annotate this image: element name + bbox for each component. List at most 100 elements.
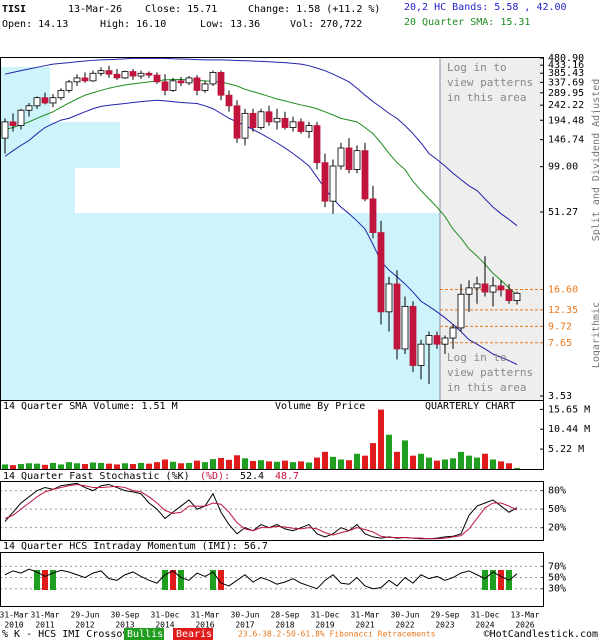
candle-body	[81, 77, 89, 82]
volume-bar	[122, 463, 128, 469]
candle-body	[257, 111, 265, 128]
candle-body	[497, 285, 505, 291]
panel-title: 14 Quarter Fast Stochastic (%K)	[3, 471, 190, 482]
x-tick-label: 31-Mar	[31, 611, 60, 620]
candle-body	[401, 305, 409, 350]
volume-bar	[442, 459, 448, 469]
y-tick-label: 20%	[548, 523, 566, 534]
bearish-label: Bearish	[176, 629, 218, 640]
candle-body	[457, 293, 465, 329]
volume-bar	[298, 461, 304, 469]
indicator-line	[4, 483, 518, 540]
candle-body	[361, 150, 369, 200]
volume-bar	[106, 463, 112, 469]
x-tick-label: 2011	[35, 621, 54, 630]
y-tick-label: 10.44 M	[548, 424, 590, 435]
candle-body	[473, 283, 481, 289]
volume-bar	[418, 453, 424, 469]
x-tick-label: 31-Dec	[151, 611, 180, 620]
candle-body	[161, 81, 169, 91]
x-tick-label: 29-Sep	[431, 611, 460, 620]
pattern-note: in this area	[447, 381, 526, 394]
volume-subtitle: Volume By Price	[275, 401, 365, 412]
volume-bar	[482, 453, 488, 469]
bearish-swatch	[173, 628, 213, 640]
x-tick-label: 2014	[155, 621, 174, 630]
indicator-line	[4, 568, 518, 590]
volume-bar	[250, 461, 256, 469]
volume-bar	[410, 455, 416, 469]
candle-body	[105, 70, 113, 75]
candle-body	[265, 111, 273, 123]
close: Close: 15.71	[145, 4, 217, 15]
credit: ©HotCandlestick.com	[484, 629, 598, 640]
candle-body	[177, 80, 185, 84]
candle-body	[273, 117, 281, 123]
volume-bar	[218, 457, 224, 469]
chart-note: QUARTERLY CHART	[425, 401, 515, 412]
x-tick-label: 31-Mar	[0, 611, 29, 620]
candle-body	[489, 285, 497, 293]
y-tick-label: 242.22	[548, 100, 584, 111]
y-tick-label: 480.90	[548, 53, 584, 64]
x-tick-label: 30-Sep	[111, 611, 140, 620]
volume-bar	[226, 459, 232, 469]
bullish-swatch	[124, 628, 164, 640]
candle-body	[417, 343, 425, 366]
crossover-bar	[162, 570, 168, 590]
volume-bar	[290, 462, 296, 469]
volume-bar	[474, 457, 480, 469]
crossover-bar	[490, 570, 496, 590]
volume-bar	[162, 459, 168, 469]
volume-bar	[242, 458, 248, 469]
candle-body	[209, 72, 217, 85]
volume-bar	[26, 463, 32, 469]
volume-bar	[458, 451, 464, 469]
crossover-bar	[482, 570, 488, 590]
y-tick-label: 3.53	[548, 391, 572, 402]
candle-body	[305, 125, 313, 132]
volume-bar	[58, 464, 64, 469]
y-tick-label: 337.69	[548, 77, 584, 88]
candle-body	[385, 283, 393, 313]
volume-bar	[498, 461, 504, 469]
candle-body	[217, 72, 225, 96]
candle-body	[329, 165, 337, 202]
x-tick-label: 2017	[235, 621, 254, 630]
y-tick-label: 146.74	[548, 135, 584, 146]
candle-body	[281, 117, 289, 128]
y-tick-label: 289.95	[548, 88, 584, 99]
crossover-bar	[210, 570, 216, 590]
x-tick-label: 2018	[275, 621, 294, 630]
x-tick-label: 2021	[355, 621, 374, 630]
y-tick-label: 51.27	[548, 207, 578, 218]
candle-body	[1, 121, 9, 139]
bullish-label: Bullish	[127, 629, 169, 640]
indicator-line	[4, 57, 518, 227]
volume-bar	[402, 440, 408, 469]
y-tick-label: 50%	[548, 573, 566, 584]
volume-bar	[266, 461, 272, 469]
crossover-bar	[50, 570, 56, 590]
candle-body	[337, 147, 345, 167]
volume-bar	[202, 462, 208, 469]
volume-bar	[42, 464, 48, 469]
y-tick-label: 5.22 M	[548, 444, 584, 455]
candle-body	[369, 198, 377, 233]
candle-body	[17, 109, 25, 126]
x-tick-label: 30-Jun	[391, 611, 420, 620]
level-label: 7.65	[548, 338, 572, 349]
volume-bar	[258, 460, 264, 469]
pattern-note: Log in to	[447, 351, 507, 364]
candle-body	[433, 335, 441, 345]
volume-bar	[66, 462, 72, 469]
crossover-bar	[42, 570, 48, 590]
x-tick-label: 2024	[475, 621, 494, 630]
candle-body	[409, 305, 417, 366]
volume-bar	[210, 459, 216, 469]
crossover-bar	[170, 570, 176, 590]
side-label: Logarithmic	[591, 302, 600, 368]
y-tick-label: 30%	[548, 584, 566, 595]
volume-bar	[426, 457, 432, 469]
